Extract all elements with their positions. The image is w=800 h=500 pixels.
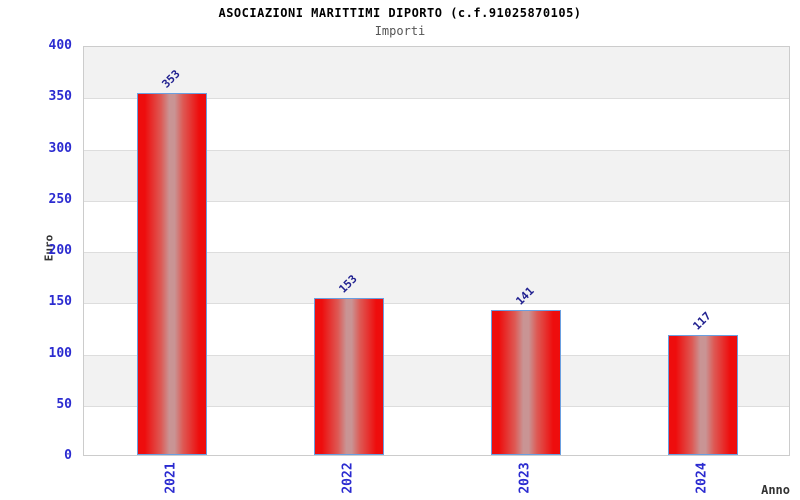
- x-tick-label: 2024: [694, 462, 710, 494]
- x-tick-label: 2021: [163, 462, 179, 494]
- bar: [490, 310, 561, 455]
- y-tick-label: 50: [56, 396, 72, 412]
- plot-band: [84, 47, 789, 99]
- x-tick-label: 2022: [340, 462, 356, 494]
- gridline: [84, 200, 789, 202]
- gridline: [84, 252, 789, 253]
- y-tick-label: 100: [48, 345, 72, 361]
- y-tick-label: 350: [48, 89, 72, 105]
- bar: [314, 298, 385, 455]
- y-tick-label: 150: [48, 294, 72, 310]
- y-tick-label: 250: [48, 191, 72, 207]
- y-tick-label: 200: [48, 243, 72, 258]
- y-tick-label: 300: [48, 140, 72, 156]
- x-tick-label: 2023: [517, 462, 533, 494]
- y-tick-label: 0: [64, 448, 72, 463]
- chart-title: ASOCIAZIONI MARITTIMI DIPORTO (c.f.91025…: [218, 6, 582, 20]
- gridline: [84, 98, 789, 100]
- y-tick-label: 400: [48, 38, 72, 53]
- gridline: [84, 354, 789, 356]
- x-axis-title: Anno: [761, 483, 790, 497]
- chart-subtitle: Importi: [374, 24, 426, 38]
- gridline: [84, 303, 789, 305]
- gridline: [84, 405, 789, 407]
- gridline: [84, 149, 789, 151]
- bar: [667, 335, 738, 455]
- plot-area: [83, 46, 790, 456]
- bar: [137, 93, 208, 455]
